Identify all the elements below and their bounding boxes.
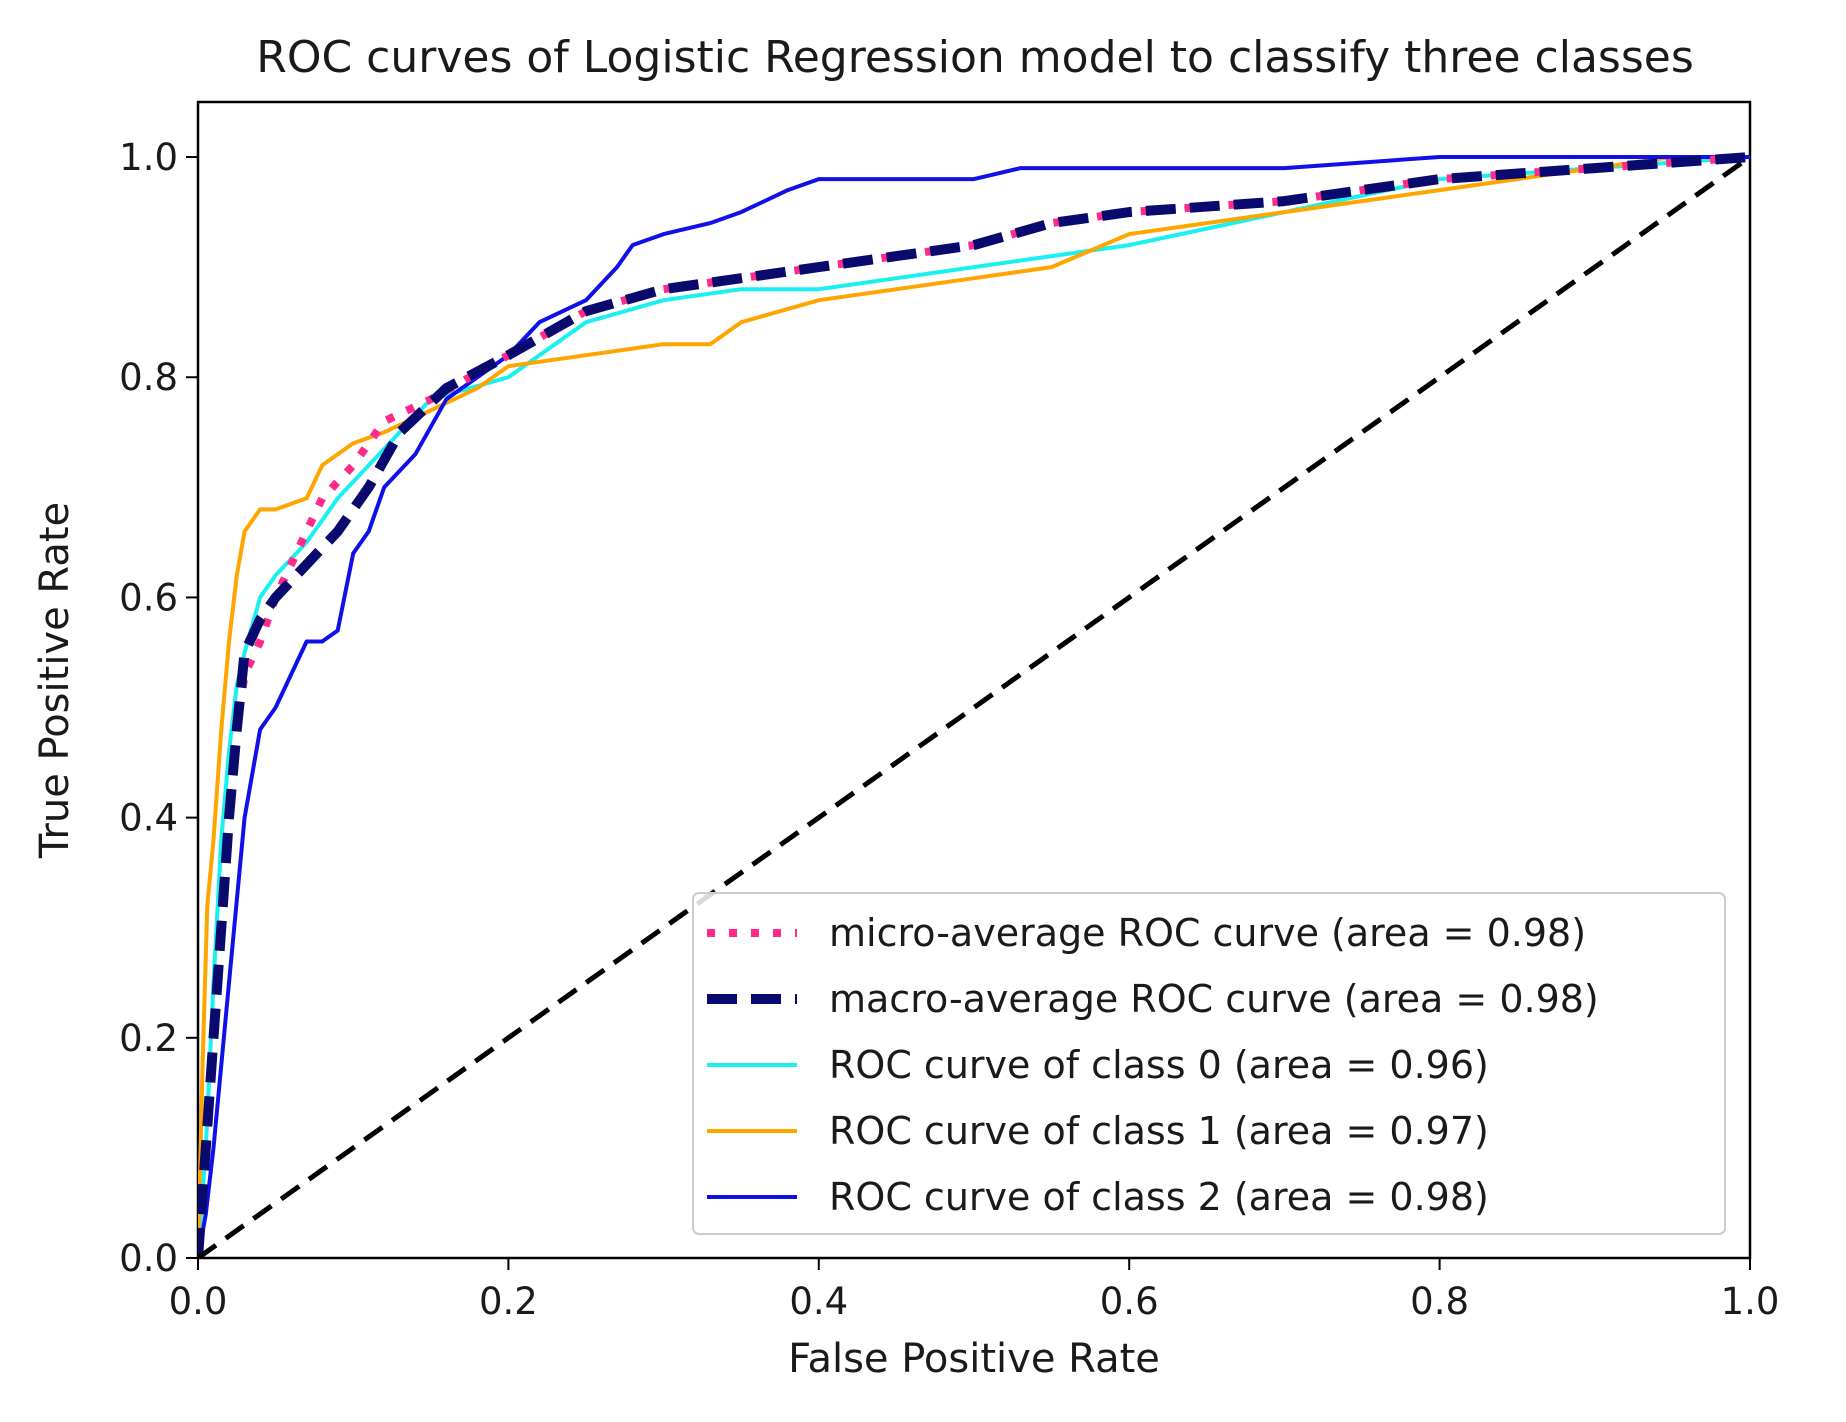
x-axis-label: False Positive Rate xyxy=(788,1336,1160,1382)
chance-diagonal-line xyxy=(198,154,1750,1258)
roc-curves xyxy=(198,152,1750,1258)
x-tick-label: 1.0 xyxy=(1721,1280,1780,1323)
macro-average-roc-line xyxy=(198,152,1750,1258)
x-tick-label: 0.2 xyxy=(479,1280,538,1323)
y-axis: 0.0 0.2 0.4 0.6 0.8 1.0 xyxy=(119,136,198,1280)
y-tick-label: 0.2 xyxy=(119,1017,178,1060)
x-axis: 0.0 0.2 0.4 0.6 0.8 1.0 xyxy=(169,1258,1780,1323)
y-tick-label: 0.8 xyxy=(119,356,178,399)
legend-label: ROC curve of class 0 (area = 0.96) xyxy=(829,1043,1489,1087)
y-tick-label: 0.0 xyxy=(119,1237,178,1280)
legend-label: macro-average ROC curve (area = 0.98) xyxy=(829,977,1599,1021)
y-axis-label: True Positive Rate xyxy=(32,502,78,859)
x-tick-label: 0.6 xyxy=(1100,1280,1159,1323)
legend-label: ROC curve of class 1 (area = 0.97) xyxy=(829,1109,1489,1153)
y-tick-label: 1.0 xyxy=(119,136,178,179)
legend: micro-average ROC curve (area = 0.98) mac… xyxy=(692,892,1726,1235)
x-tick-label: 0.8 xyxy=(1410,1280,1469,1323)
legend-label: ROC curve of class 2 (area = 0.98) xyxy=(829,1175,1489,1219)
x-tick-label: 0.4 xyxy=(789,1280,848,1323)
plot-area-frame xyxy=(196,100,1752,1260)
y-tick-label: 0.6 xyxy=(119,576,178,619)
legend-box xyxy=(692,892,1726,1235)
legend-label: micro-average ROC curve (area = 0.98) xyxy=(829,911,1586,955)
class-1-roc-line xyxy=(198,155,1750,1258)
chart-title: ROC curves of Logistic Regression model … xyxy=(256,32,1694,83)
x-tick-label: 0.0 xyxy=(169,1280,228,1323)
y-tick-label: 0.4 xyxy=(119,797,178,840)
